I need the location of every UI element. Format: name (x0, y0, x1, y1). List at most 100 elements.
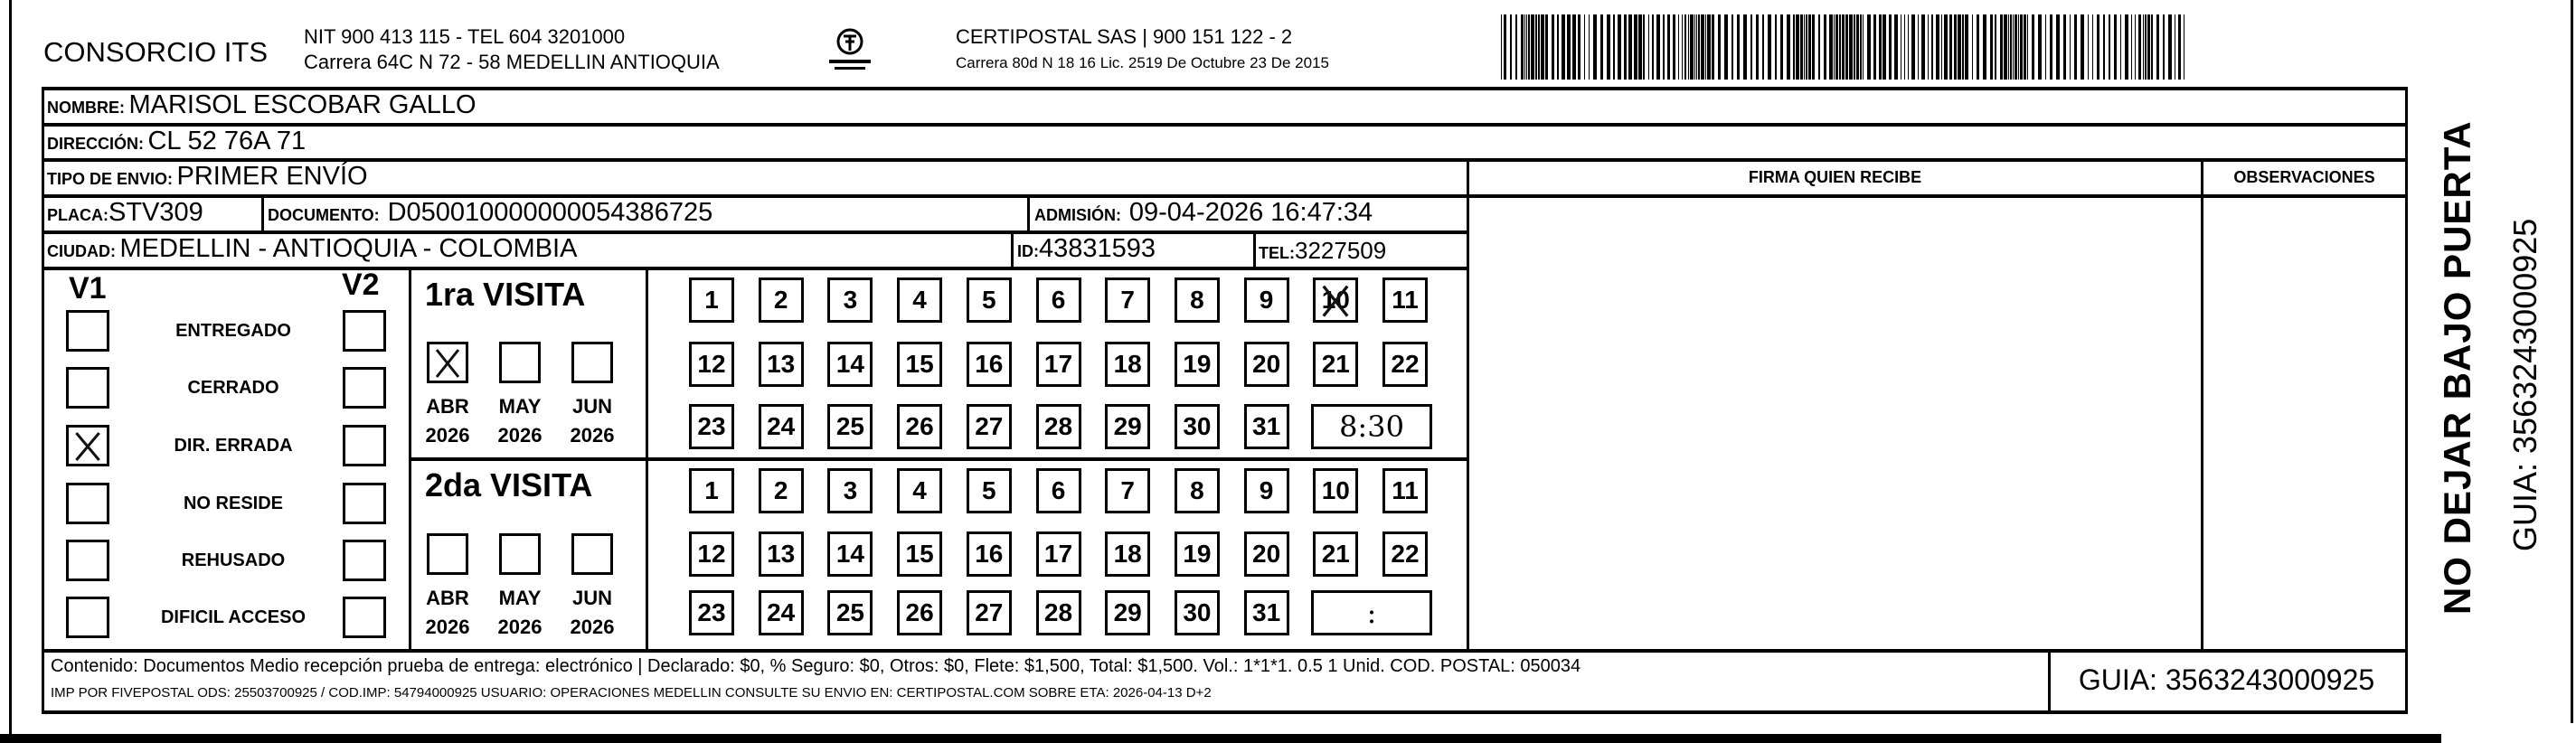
day-box[interactable]: 2 (758, 468, 804, 513)
day-box[interactable]: 22 (1382, 342, 1428, 387)
tipo-field: TIPO DE ENVIO: PRIMER ENVÍO (47, 162, 368, 192)
v2-checkbox[interactable] (343, 425, 386, 466)
v1-checkbox[interactable] (66, 483, 109, 524)
day-box[interactable]: 19 (1174, 531, 1220, 577)
day-box[interactable]: 20 (1243, 342, 1289, 387)
v2-checkbox[interactable] (343, 540, 386, 581)
barcode-bar (1638, 14, 1642, 80)
day-box[interactable]: 7 (1105, 468, 1151, 513)
day-box[interactable]: 15 (897, 531, 943, 577)
month-checkbox[interactable] (499, 533, 541, 575)
day-box[interactable]: 28 (1035, 590, 1081, 635)
day-box[interactable]: 16 (966, 342, 1012, 387)
barcode-bar (2038, 14, 2042, 80)
day-number: 14 (835, 350, 864, 378)
day-box[interactable]: 11 (1382, 468, 1428, 513)
day-box[interactable]: 12 (689, 531, 734, 577)
v2-checkbox[interactable] (343, 483, 386, 524)
day-box[interactable]: 13 (758, 531, 804, 577)
day-box[interactable]: 11 (1382, 277, 1428, 323)
month-checkbox[interactable] (571, 533, 613, 575)
time-box[interactable]: : (1311, 590, 1432, 635)
table-right-border (2405, 87, 2408, 714)
day-box[interactable]: 30 (1174, 590, 1220, 635)
day-box[interactable]: 20 (1243, 531, 1289, 577)
day-box[interactable]: 23 (689, 404, 734, 449)
month-checkbox[interactable] (427, 533, 468, 575)
day-box[interactable]: 23 (689, 590, 734, 635)
day-box[interactable]: 17 (1035, 342, 1081, 387)
day-number: 24 (767, 412, 796, 440)
day-number: 30 (1183, 598, 1212, 626)
status-option-label: CERRADO (187, 378, 279, 398)
day-box[interactable]: 24 (758, 590, 804, 635)
day-box[interactable]: 12 (689, 342, 734, 387)
barcode-bar (2074, 14, 2077, 80)
day-box[interactable]: 29 (1105, 404, 1151, 449)
day-box[interactable]: 15 (897, 342, 943, 387)
time-box[interactable]: 8:30 (1311, 404, 1432, 449)
day-box[interactable]: 3 (827, 468, 873, 513)
barcode-bar (1889, 14, 1892, 80)
v2-checkbox[interactable] (343, 310, 386, 352)
month-checkbox[interactable] (427, 342, 468, 383)
month-checkbox[interactable] (499, 342, 541, 383)
day-box[interactable]: 27 (966, 590, 1012, 635)
day-box[interactable]: 24 (758, 404, 804, 449)
barcode-bar (1535, 14, 1537, 80)
day-number: 25 (835, 412, 864, 440)
day-box[interactable]: 29 (1105, 590, 1151, 635)
day-box[interactable]: 8 (1174, 277, 1220, 323)
day-box[interactable]: 25 (827, 590, 873, 635)
observaciones-space[interactable] (2204, 198, 2404, 648)
day-box[interactable]: 28 (1035, 404, 1081, 449)
day-box[interactable]: 21 (1313, 342, 1359, 387)
v1-checkbox[interactable] (66, 540, 109, 581)
day-box[interactable]: 16 (966, 531, 1012, 577)
day-box[interactable]: 1 (689, 277, 734, 323)
day-box[interactable]: 14 (827, 342, 873, 387)
day-box[interactable]: 2 (758, 277, 804, 323)
day-box[interactable]: 18 (1105, 342, 1151, 387)
day-box[interactable]: 22 (1382, 531, 1428, 577)
day-box[interactable]: 25 (827, 404, 873, 449)
day-box[interactable]: 27 (966, 404, 1012, 449)
day-number: 29 (1113, 598, 1142, 626)
firma-space[interactable] (1470, 198, 2199, 648)
day-box[interactable]: 4 (897, 468, 943, 513)
day-box[interactable]: 9 (1243, 277, 1289, 323)
day-box[interactable]: 21 (1313, 531, 1359, 577)
day-box[interactable]: 5 (966, 468, 1012, 513)
day-box[interactable]: 10 (1313, 277, 1359, 323)
day-box[interactable]: 14 (827, 531, 873, 577)
day-box[interactable]: 10 (1313, 468, 1359, 513)
day-box[interactable]: 1 (689, 468, 734, 513)
day-box[interactable]: 6 (1035, 468, 1081, 513)
day-box[interactable]: 17 (1035, 531, 1081, 577)
v2-checkbox[interactable] (343, 597, 386, 638)
v1-checkbox[interactable] (66, 367, 109, 409)
barcode-bar (1656, 14, 1660, 80)
v1-checkbox[interactable] (66, 597, 109, 638)
day-box[interactable]: 18 (1105, 531, 1151, 577)
day-box[interactable]: 7 (1105, 277, 1151, 323)
day-box[interactable]: 19 (1174, 342, 1220, 387)
day-box[interactable]: 8 (1174, 468, 1220, 513)
day-box[interactable]: 13 (758, 342, 804, 387)
day-box[interactable]: 6 (1035, 277, 1081, 323)
v2-checkbox[interactable] (343, 367, 386, 409)
v1-checkbox[interactable] (66, 310, 109, 352)
day-box[interactable]: 26 (897, 404, 943, 449)
day-box[interactable]: 3 (827, 277, 873, 323)
day-box[interactable]: 26 (897, 590, 943, 635)
day-box[interactable]: 30 (1174, 404, 1220, 449)
month-checkbox[interactable] (571, 342, 613, 383)
day-box[interactable]: 9 (1243, 468, 1289, 513)
day-box[interactable]: 5 (966, 277, 1012, 323)
day-box[interactable]: 31 (1243, 590, 1289, 635)
day-number: 10 (1321, 286, 1350, 314)
day-box[interactable]: 31 (1243, 404, 1289, 449)
day-box[interactable]: 4 (897, 277, 943, 323)
v1-checkbox[interactable] (66, 425, 109, 466)
footer-line1: Contenido: Documentos Medio recepción pr… (51, 656, 1581, 676)
